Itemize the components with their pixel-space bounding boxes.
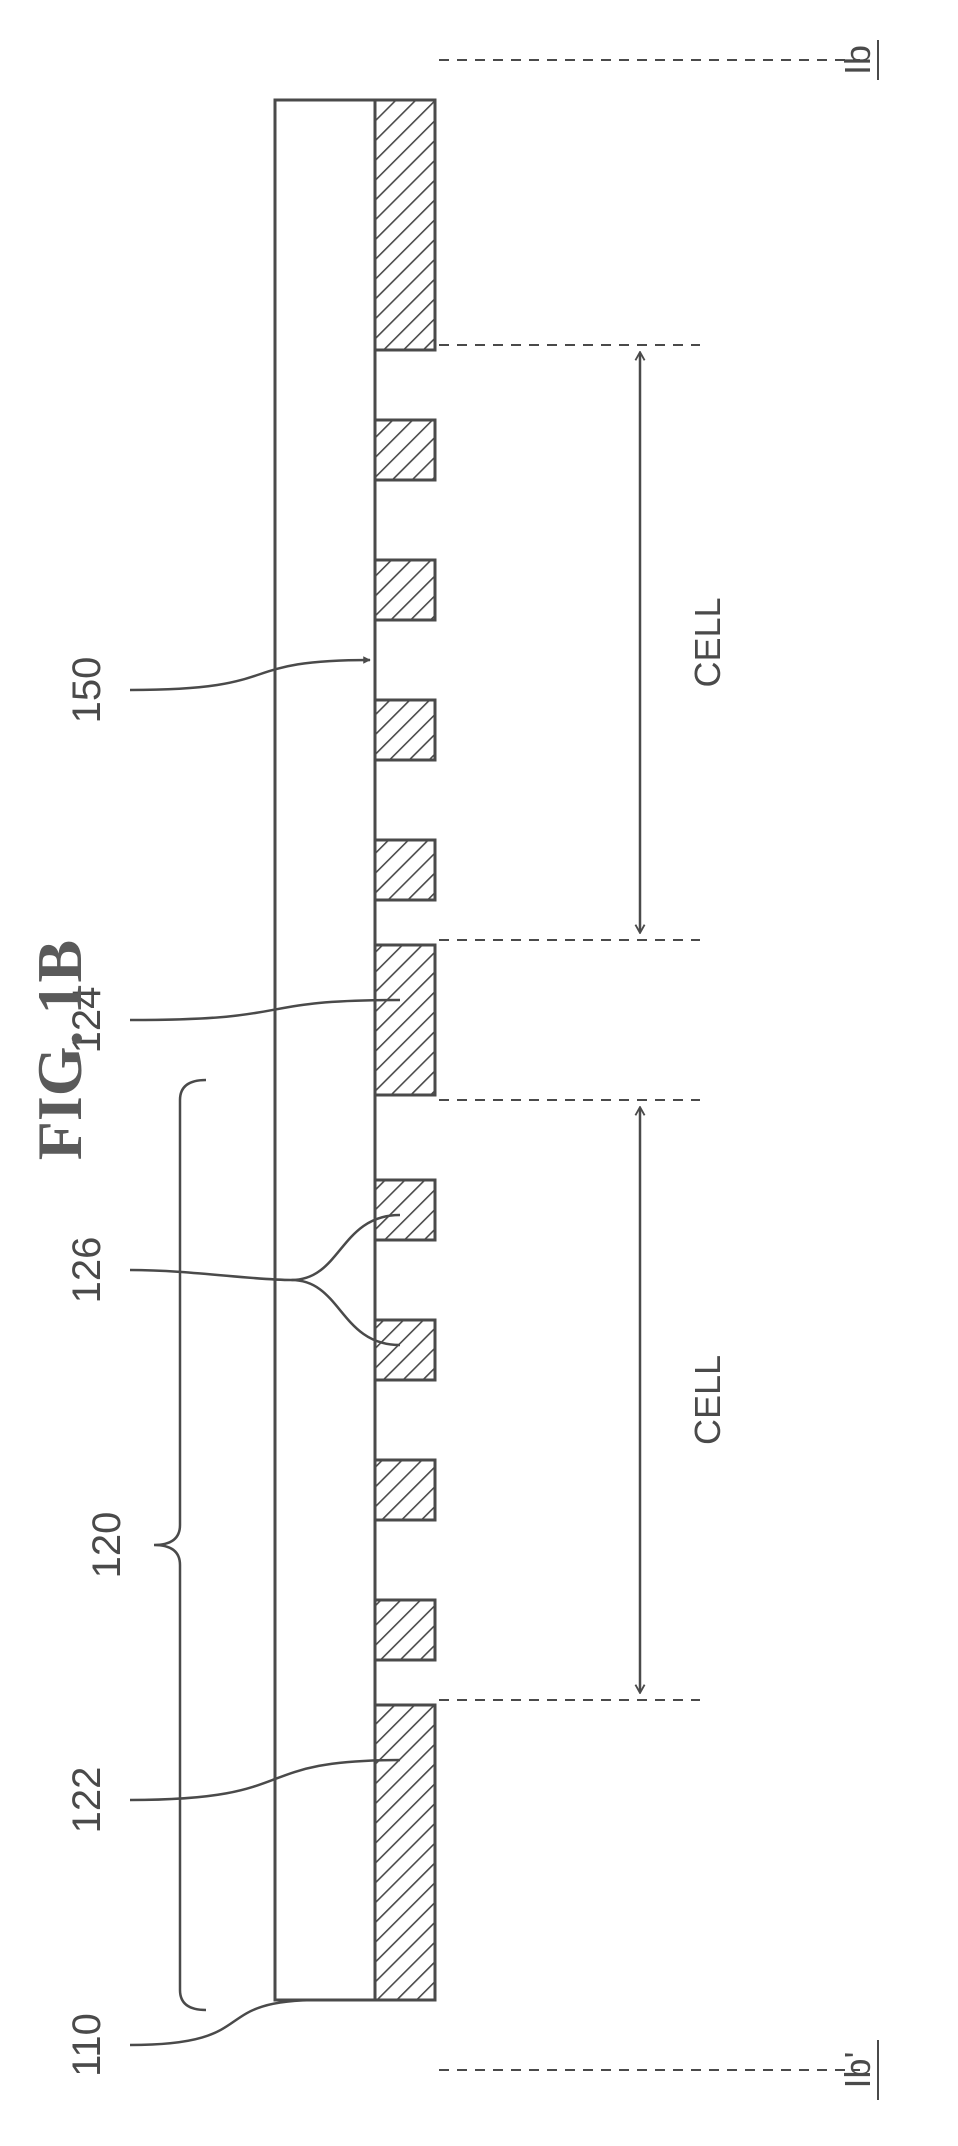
ib-prime-label: Ib'	[837, 2052, 878, 2089]
leader-line	[130, 1270, 292, 1280]
ref-150-label: 150	[65, 657, 109, 724]
hatched-bar	[375, 1180, 435, 1240]
leader-line	[130, 2000, 320, 2045]
ref-110-label: 110	[65, 2013, 109, 2077]
ref-120-label: 120	[85, 1512, 129, 1579]
hatched-bar	[375, 420, 435, 480]
hatched-bar	[375, 945, 435, 1095]
hatched-bar	[375, 1320, 435, 1380]
hatched-bar	[375, 1600, 435, 1660]
hatched-bar	[375, 1705, 435, 2000]
substrate	[275, 100, 375, 2000]
hatched-bar	[375, 100, 435, 350]
cell-label: CELL	[687, 597, 728, 687]
ib-label: Ib	[837, 45, 878, 75]
hatched-bar	[375, 560, 435, 620]
hatched-bar	[375, 700, 435, 760]
hatched-bar	[375, 1460, 435, 1520]
ref-126-label: 126	[65, 1237, 109, 1304]
figure-title: FIG. 1B	[23, 940, 97, 1160]
hatched-bar	[375, 840, 435, 900]
cell-label: CELL	[687, 1355, 728, 1445]
ref-122-label: 122	[65, 1767, 109, 1834]
brace-120	[154, 1080, 206, 2010]
